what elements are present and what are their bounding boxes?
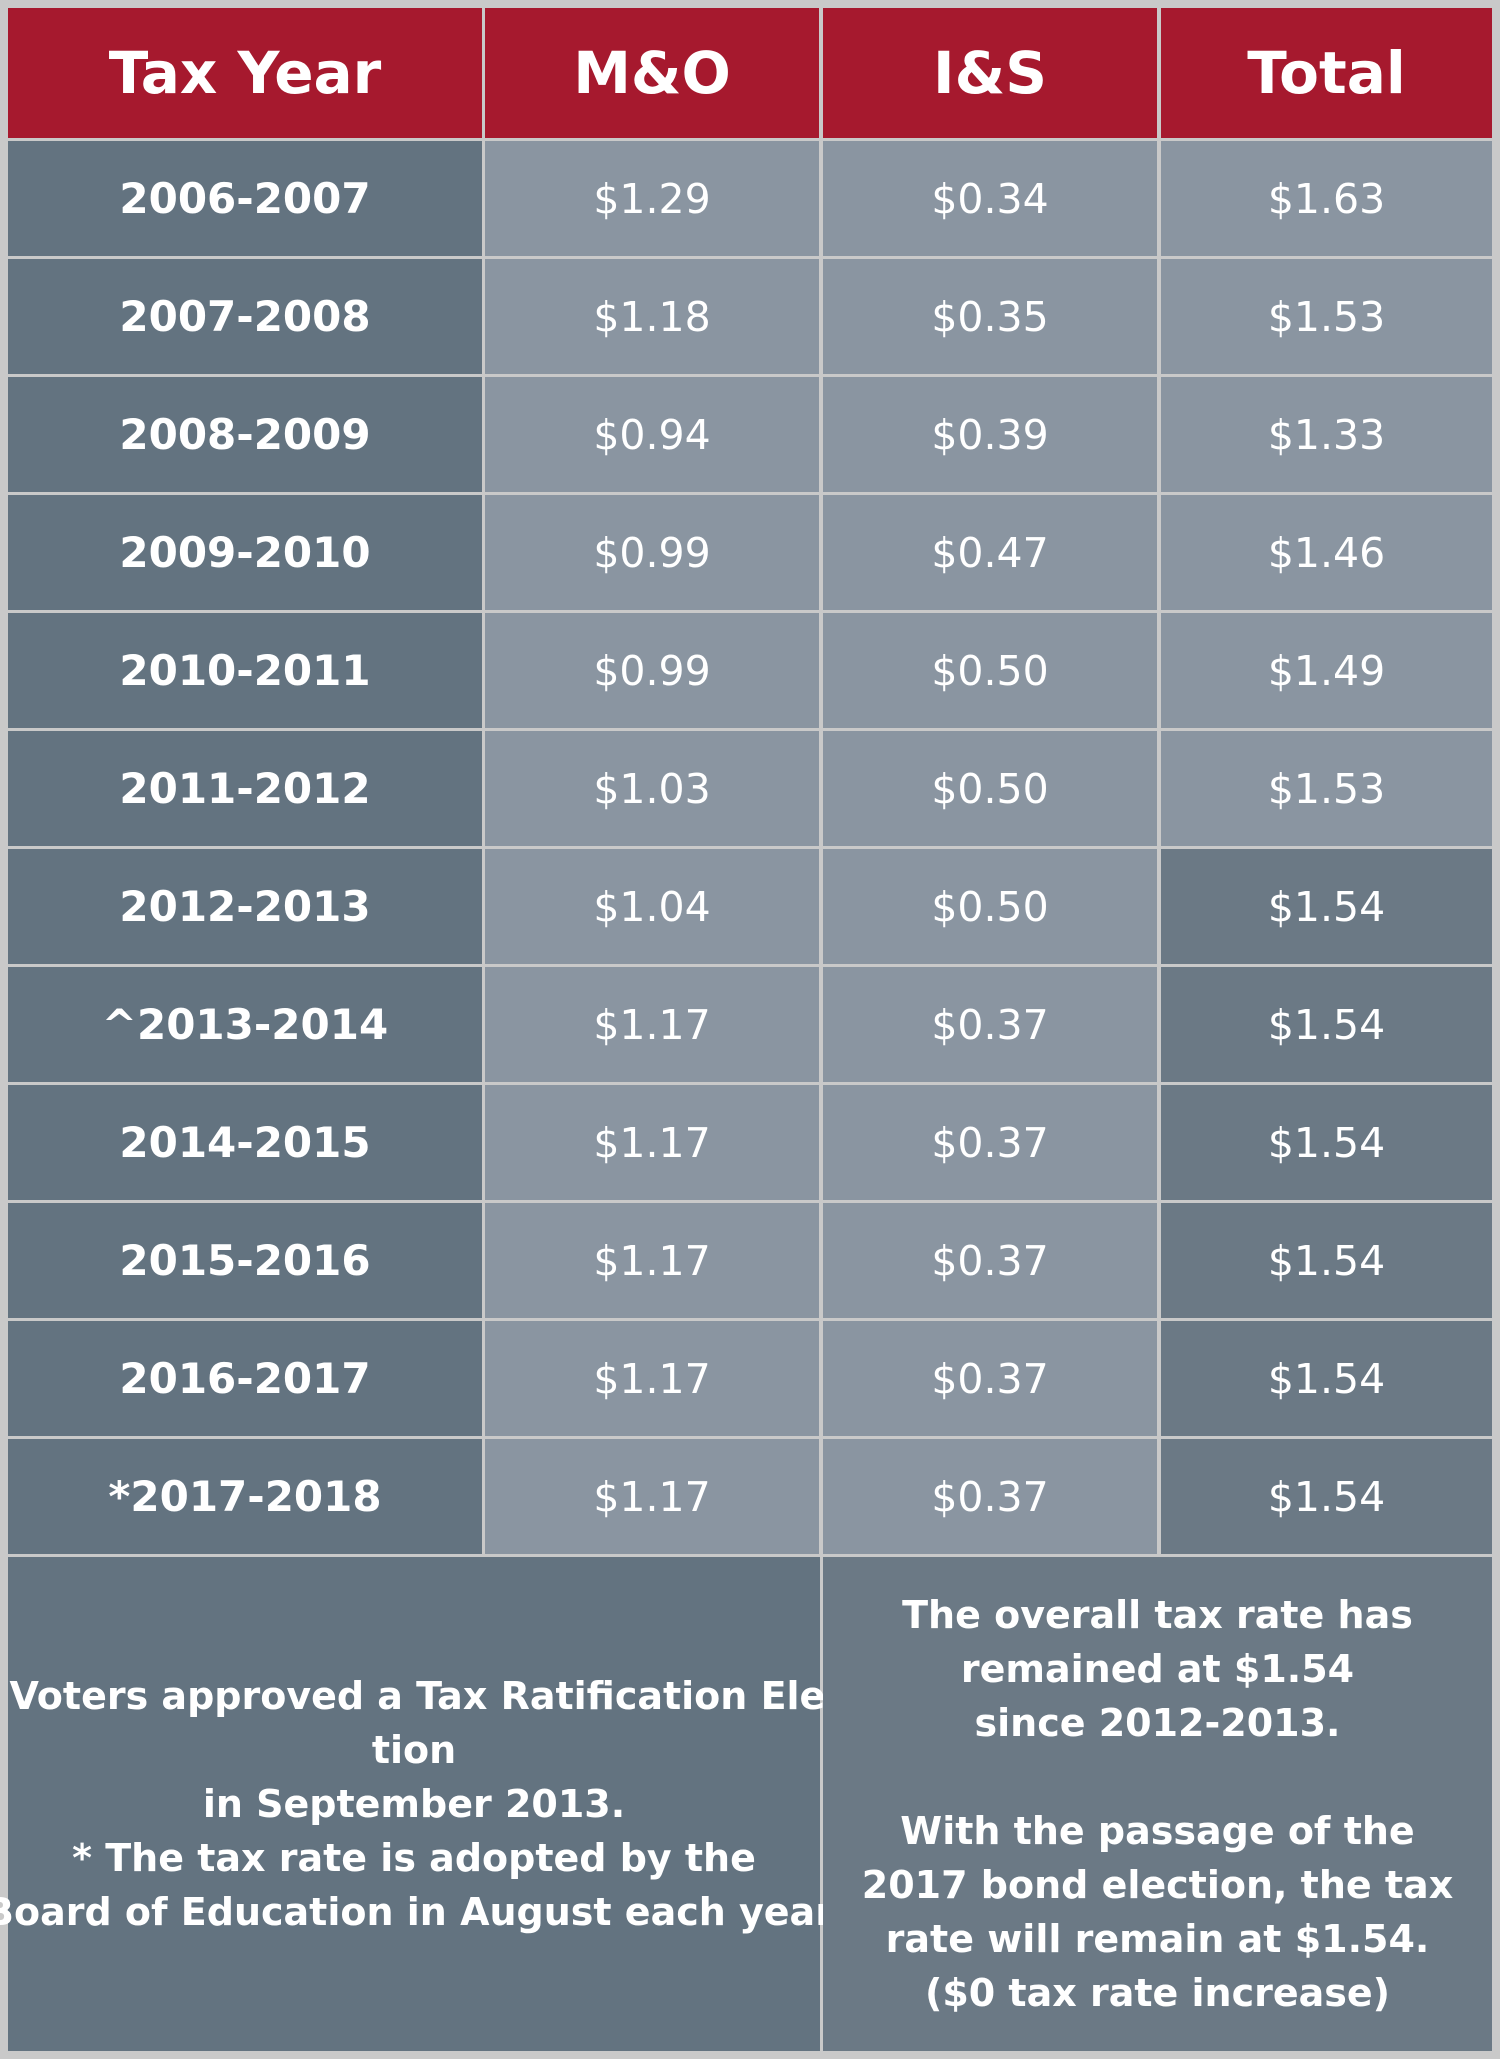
- cell-total: $1.54: [1161, 1203, 1492, 1318]
- cell-is: $0.50: [823, 613, 1157, 728]
- footnote-lines: ^ Voters approved a Tax Ratification Ele…: [0, 1669, 864, 1939]
- footnote-line: in September 2013.: [202, 1782, 626, 1826]
- cell-mo: $1.17: [485, 1085, 819, 1200]
- header-mo: M&O: [485, 8, 819, 138]
- cell-mo: $1.18: [485, 259, 819, 374]
- cell-mo: $1.04: [485, 849, 819, 964]
- cell-total: $1.33: [1161, 377, 1492, 492]
- cell-tax-year: 2008-2009: [8, 377, 482, 492]
- cell-tax-year: 2006-2007: [8, 141, 482, 256]
- cell-is: $0.35: [823, 259, 1157, 374]
- cell-is: $0.37: [823, 1321, 1157, 1436]
- cell-is: $0.39: [823, 377, 1157, 492]
- cell-total: $1.54: [1161, 1439, 1492, 1554]
- cell-tax-year: ^2013-2014: [8, 967, 482, 1082]
- cell-tax-year: 2010-2011: [8, 613, 482, 728]
- summary-line: remained at $1.54: [960, 1647, 1355, 1691]
- cell-tax-year: 2011-2012: [8, 731, 482, 846]
- cell-total: $1.54: [1161, 967, 1492, 1082]
- cell-is: $0.50: [823, 849, 1157, 964]
- cell-mo: $1.17: [485, 967, 819, 1082]
- cell-tax-year: *2017-2018: [8, 1439, 482, 1554]
- summary-lines: The overall tax rate has remained at $1.5…: [862, 1588, 1453, 2020]
- cell-is: $0.37: [823, 967, 1157, 1082]
- summary-line: ($0 tax rate increase): [924, 1971, 1391, 2015]
- header-tax-year: Tax Year: [8, 8, 482, 138]
- header-is: I&S: [823, 8, 1157, 138]
- cell-is: $0.37: [823, 1203, 1157, 1318]
- cell-is: $0.37: [823, 1439, 1157, 1554]
- cell-total: $1.53: [1161, 259, 1492, 374]
- footnote-line: * The tax rate is adopted by the: [72, 1836, 756, 1880]
- footnote-line: tion: [371, 1728, 457, 1772]
- cell-mo: $0.99: [485, 495, 819, 610]
- cell-mo: $0.94: [485, 377, 819, 492]
- cell-tax-year: 2009-2010: [8, 495, 482, 610]
- cell-total: $1.49: [1161, 613, 1492, 728]
- cell-is: $0.34: [823, 141, 1157, 256]
- cell-tax-year: 2007-2008: [8, 259, 482, 374]
- summary-text: The overall tax rate has remained at $1.5…: [823, 1557, 1492, 2051]
- summary-line: With the passage of the: [900, 1809, 1415, 1853]
- summary-line: The overall tax rate has: [902, 1593, 1413, 1637]
- cell-total: $1.54: [1161, 1321, 1492, 1436]
- cell-total: $1.46: [1161, 495, 1492, 610]
- cell-tax-year: 2014-2015: [8, 1085, 482, 1200]
- summary-line: 2017 bond election, the tax: [861, 1863, 1454, 1907]
- cell-total: $1.63: [1161, 141, 1492, 256]
- cell-tax-year: 2016-2017: [8, 1321, 482, 1436]
- cell-is: $0.50: [823, 731, 1157, 846]
- cell-is: $0.47: [823, 495, 1157, 610]
- summary-line: since 2012-2013.: [974, 1701, 1341, 1745]
- cell-mo: $1.17: [485, 1321, 819, 1436]
- cell-mo: $1.29: [485, 141, 819, 256]
- cell-is: $0.37: [823, 1085, 1157, 1200]
- cell-mo: $0.99: [485, 613, 819, 728]
- summary-line: rate will remain at $1.54.: [885, 1917, 1430, 1961]
- footnote-line: ^ Voters approved a Tax Ratification Ele…: [0, 1674, 864, 1718]
- cell-tax-year: 2015-2016: [8, 1203, 482, 1318]
- cell-total: $1.54: [1161, 1085, 1492, 1200]
- cell-tax-year: 2012-2013: [8, 849, 482, 964]
- footnote-text: ^ Voters approved a Tax Ratification Ele…: [0, 1557, 864, 2051]
- cell-mo: $1.17: [485, 1203, 819, 1318]
- footnote-line: Board of Education in August each year.: [0, 1890, 843, 1934]
- summary-line: [862, 1750, 1453, 1804]
- cell-mo: $1.17: [485, 1439, 819, 1554]
- cell-total: $1.53: [1161, 731, 1492, 846]
- cell-total: $1.54: [1161, 849, 1492, 964]
- cell-mo: $1.03: [485, 731, 819, 846]
- header-total: Total: [1161, 8, 1492, 138]
